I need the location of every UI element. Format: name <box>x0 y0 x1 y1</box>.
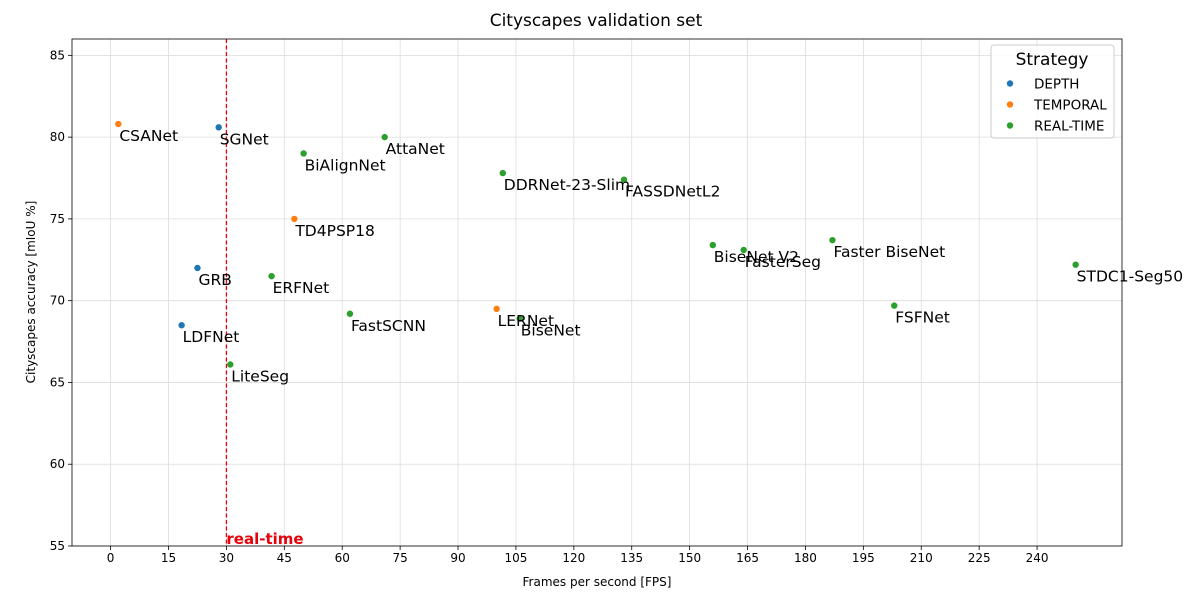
data-point <box>346 310 354 317</box>
x-tick-label: 90 <box>450 551 465 565</box>
point-label: CSANet <box>119 127 178 145</box>
x-tick-label: 105 <box>504 551 527 565</box>
x-tick-label: 210 <box>910 551 933 565</box>
grid-lines <box>72 39 1122 547</box>
data-point <box>740 246 747 254</box>
legend-marker <box>1006 101 1014 108</box>
real-time-label: real-time <box>226 530 303 548</box>
x-tick-label: 165 <box>736 551 759 565</box>
data-point <box>709 241 717 249</box>
y-tick-label: 55 <box>50 539 65 553</box>
legend-entry: REAL-TIME <box>1034 119 1104 135</box>
x-tick-label: 60 <box>335 551 350 565</box>
point-label: AttaNet <box>386 140 445 158</box>
x-tick-label: 135 <box>620 551 643 565</box>
x-tick-label: 195 <box>852 551 875 565</box>
legend-marker <box>1006 122 1014 129</box>
data-point <box>178 322 185 329</box>
data-point <box>829 236 836 244</box>
y-axis-label: Cityscapes accuracy [mIoU %] <box>24 201 38 384</box>
x-tick-label: 0 <box>107 551 115 565</box>
point-label: TD4PSP18 <box>294 222 375 240</box>
x-tick-label: 240 <box>1026 551 1049 565</box>
data-point <box>516 315 523 322</box>
real-time-reference: real-time <box>225 39 304 548</box>
y-tick-label: 70 <box>50 294 65 308</box>
x-tick-label: 225 <box>968 551 991 565</box>
point-label: ERFNet <box>273 279 330 297</box>
data-point <box>268 272 275 280</box>
chart-title: Cityscapes validation set <box>490 11 703 31</box>
legend-entry: TEMPORAL <box>1033 98 1107 114</box>
point-label: FASSDNetL2 <box>625 183 720 201</box>
point-label: FastSCNN <box>351 317 426 335</box>
point-labels: SGNet GRB LDFNet CSANet TD4PSP18 LERNet AttaNe… <box>119 127 1183 385</box>
data-point <box>215 124 222 131</box>
x-tick-label: 15 <box>161 551 176 565</box>
legend-entry: DEPTH <box>1034 77 1079 93</box>
point-label: SGNet <box>220 130 269 148</box>
x-tick-label: 180 <box>794 551 817 565</box>
data-point <box>1072 261 1079 268</box>
y-tick-label: 65 <box>50 375 65 389</box>
data-point <box>227 361 234 368</box>
point-label: BiseNet V2 <box>714 248 799 266</box>
point-label: LiteSeg <box>231 367 289 385</box>
x-tick-label: 120 <box>562 551 585 565</box>
point-label: LERNet <box>498 312 554 330</box>
x-tick-label: 45 <box>277 551 292 565</box>
x-tick-label: 75 <box>392 551 407 565</box>
point-label: STDC1-Seg50 <box>1077 268 1183 286</box>
data-point <box>493 305 500 313</box>
y-tick-label: 60 <box>50 457 65 471</box>
legend: Strategy DEPTH TEMPORAL REAL-TIME <box>990 44 1115 139</box>
y-tick-label: 80 <box>50 130 65 144</box>
x-tick-label: 30 <box>219 551 234 565</box>
y-tick-label: 75 <box>50 212 65 226</box>
point-label: GRB <box>198 271 231 289</box>
plot-frame <box>71 38 1123 547</box>
data-point <box>499 169 507 177</box>
point-label: BiseNet <box>521 322 581 340</box>
point-label: Faster BiseNet <box>833 243 945 261</box>
legend-title: Strategy <box>1016 50 1089 70</box>
y-tick-label: 85 <box>50 48 65 62</box>
data-point <box>300 150 307 157</box>
data-point <box>620 176 628 183</box>
point-label: FSFNet <box>895 309 950 327</box>
axis-ticks: 0 15 30 45 60 75 90 105 120 135 150 165 180 195 210 225… <box>50 48 1049 565</box>
legend-marker <box>1006 80 1014 87</box>
point-label: FasterSeg <box>745 253 821 271</box>
data-point <box>891 302 898 309</box>
point-label: DDRNet-23-Slim <box>504 176 630 194</box>
data-point <box>194 264 201 272</box>
data-point <box>291 215 298 223</box>
legend-box <box>990 44 1115 139</box>
data-point <box>381 133 388 141</box>
point-label: LDFNet <box>183 328 240 346</box>
point-label: BiAlignNet <box>305 156 386 174</box>
x-axis-label: Frames per second [FPS] <box>523 575 672 589</box>
data-points <box>115 120 1079 368</box>
data-point <box>115 120 122 128</box>
x-tick-label: 150 <box>678 551 701 565</box>
